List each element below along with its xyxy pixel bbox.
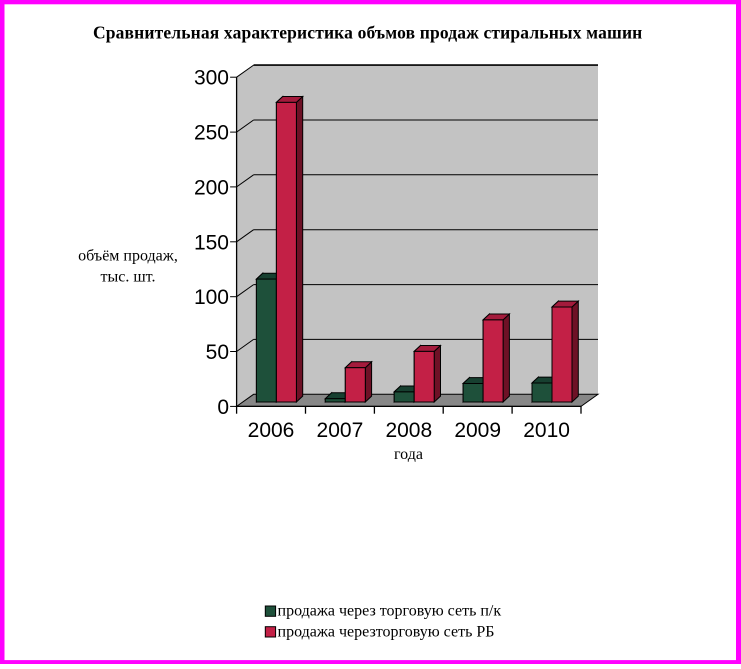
svg-text:50: 50 xyxy=(206,341,229,364)
svg-text:2006: 2006 xyxy=(248,419,295,442)
svg-text:0: 0 xyxy=(217,396,229,419)
svg-text:150: 150 xyxy=(194,231,229,254)
svg-text:2010: 2010 xyxy=(523,419,570,442)
svg-text:250: 250 xyxy=(194,122,229,145)
svg-text:2009: 2009 xyxy=(454,419,501,442)
svg-text:200: 200 xyxy=(194,176,229,199)
svg-text:продажа черезторговую сеть РБ: продажа черезторговую сеть РБ xyxy=(278,623,495,640)
svg-text:тыс. шт.: тыс. шт. xyxy=(101,268,156,285)
svg-text:объём продаж,: объём продаж, xyxy=(78,248,178,265)
svg-text:300: 300 xyxy=(194,67,229,90)
svg-text:2007: 2007 xyxy=(317,419,364,442)
svg-text:Сравнительная характеристика о: Сравнительная характеристика объмов прод… xyxy=(93,22,642,42)
svg-text:года: года xyxy=(394,446,423,463)
svg-text:2008: 2008 xyxy=(385,419,432,442)
svg-text:продажа через торговую сеть п/: продажа через торговую сеть п/к xyxy=(278,603,502,620)
svg-text:100: 100 xyxy=(194,286,229,309)
